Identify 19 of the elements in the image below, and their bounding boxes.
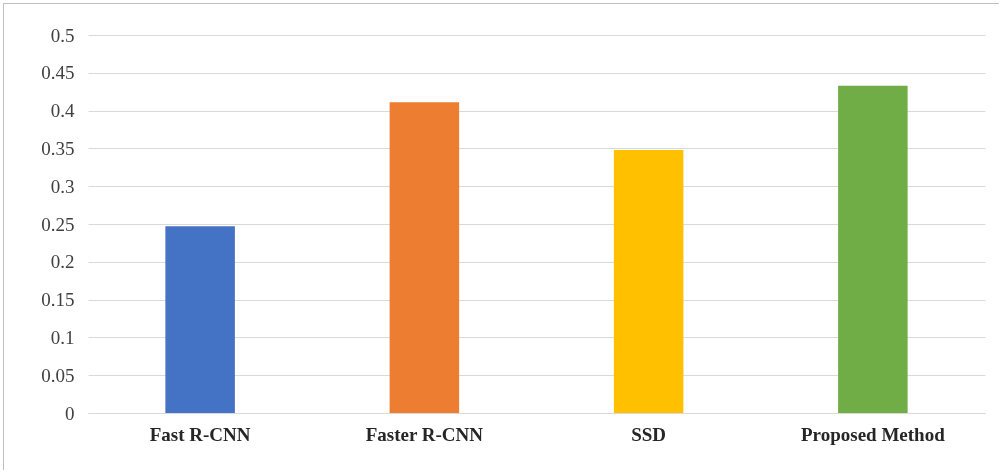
x-tick-label: Proposed Method: [801, 423, 946, 445]
y-tick-label: 0.1: [50, 326, 75, 348]
y-tick-label: 0.4: [50, 100, 75, 122]
y-tick-label: 0.35: [41, 137, 75, 159]
bar: [165, 226, 235, 413]
bar: [838, 85, 908, 413]
y-tick-label: 0.5: [50, 24, 75, 46]
y-tick-label: 0.05: [41, 364, 75, 386]
bar: [613, 149, 684, 413]
x-tick-label: Fast R-CNN: [149, 423, 251, 445]
y-tick-label: 0.2: [50, 251, 75, 273]
y-tick-label: 0.3: [50, 175, 75, 197]
x-tick-label: Faster R-CNN: [365, 423, 484, 445]
y-tick-label: 0.45: [41, 62, 75, 84]
x-tick-label: SSD: [631, 423, 667, 445]
y-tick-label: 0: [65, 402, 75, 424]
bar: [389, 102, 460, 413]
y-tick-label: 0.15: [41, 289, 75, 311]
y-tick-label: 0.25: [41, 213, 75, 235]
